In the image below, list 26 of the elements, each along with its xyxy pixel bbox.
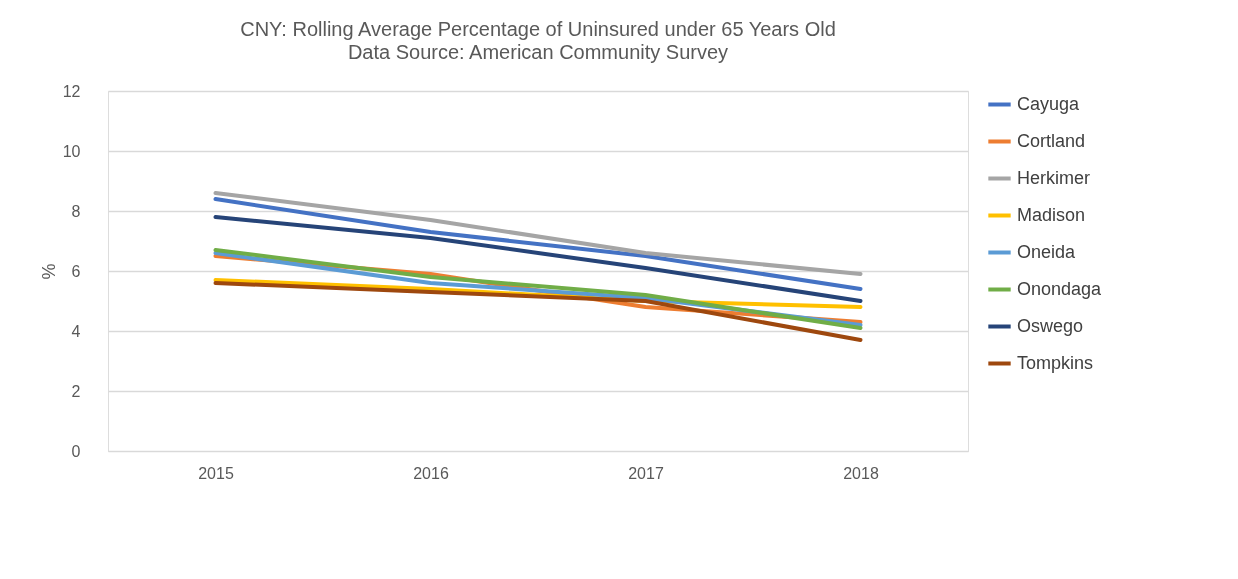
- y-tick-label: 6: [71, 262, 81, 280]
- legend-label: Tompkins: [1017, 352, 1094, 373]
- y-tick-label: 8: [71, 202, 81, 220]
- chart-title: CNY: Rolling Average Percentage of Uninsured under 65 Years Old: [240, 18, 836, 40]
- x-tick-label: 2017: [628, 464, 664, 482]
- y-tick-label: 4: [71, 322, 81, 340]
- line-series: [213, 215, 863, 303]
- legend-label: Oneida: [1017, 241, 1077, 262]
- x-tick-label: 2016: [413, 464, 449, 482]
- line-series: [213, 197, 863, 291]
- y-axis-title: %: [38, 263, 59, 280]
- y-tick-label: 0: [71, 442, 81, 460]
- legend-label: Cayuga: [1017, 93, 1081, 114]
- legend-label: Madison: [1017, 204, 1086, 225]
- legend-label: Cortland: [1017, 130, 1086, 151]
- line-series: [213, 191, 863, 276]
- x-tick-label: 2018: [843, 464, 879, 482]
- legend-label: Onondaga: [1017, 278, 1103, 299]
- y-tick-label: 2: [71, 382, 81, 400]
- y-tick-label: 12: [62, 82, 81, 100]
- line-series: [213, 281, 863, 342]
- chart-subtitle: Data Source: American Community Survey: [347, 41, 729, 63]
- legend-label: Herkimer: [1017, 167, 1091, 188]
- y-tick-label: 10: [62, 142, 81, 160]
- legend-label: Oswego: [1017, 315, 1084, 336]
- x-tick-label: 2015: [198, 464, 234, 482]
